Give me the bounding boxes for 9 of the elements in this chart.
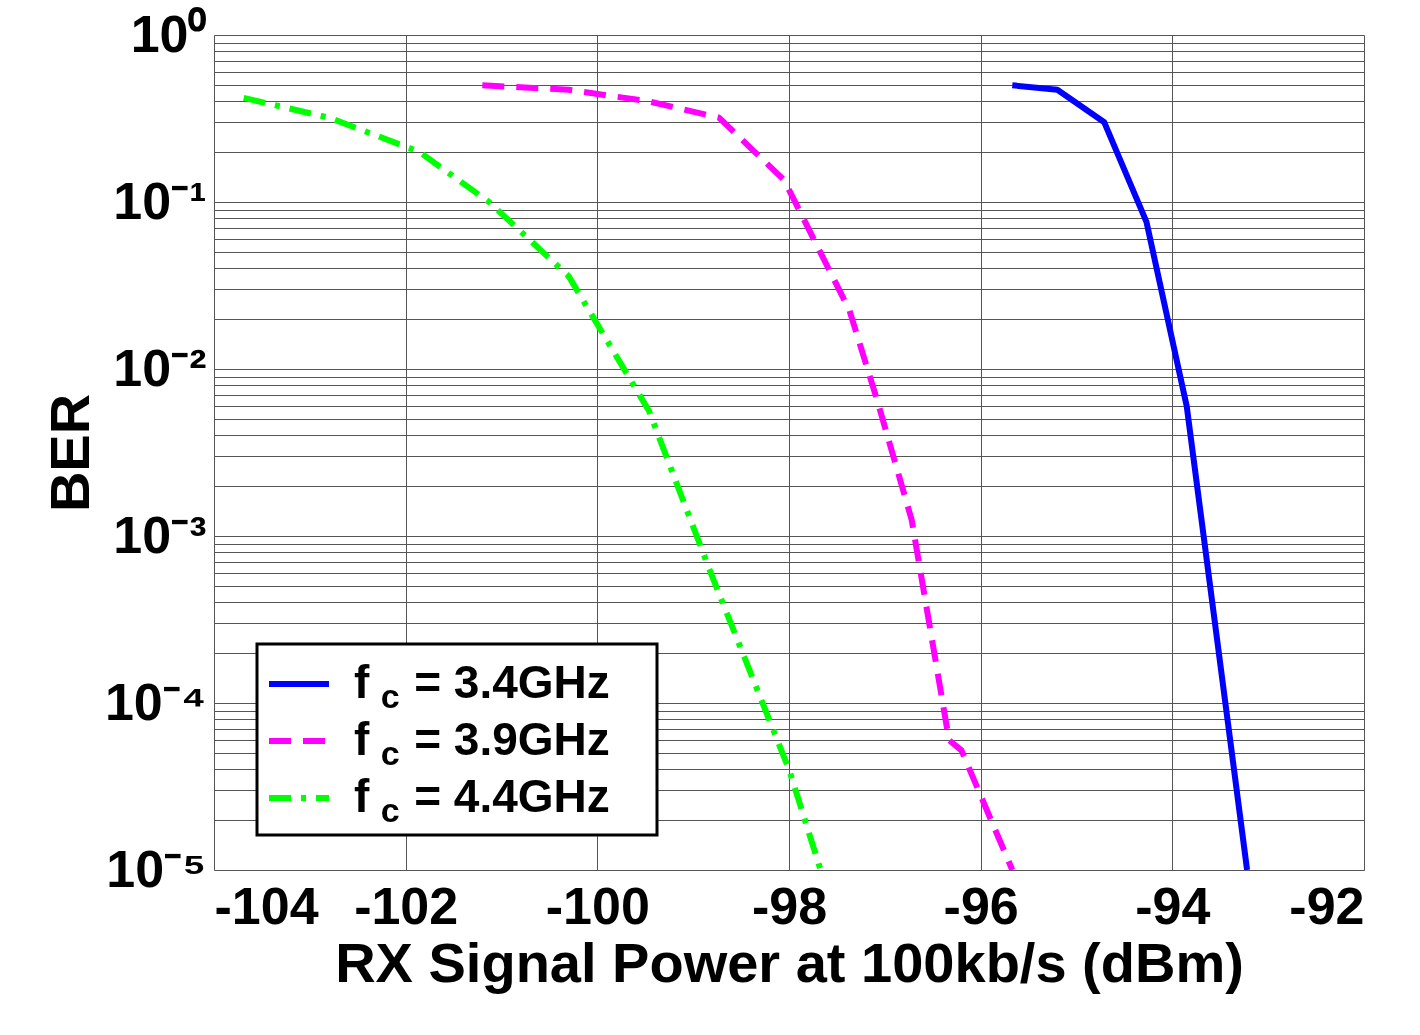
x-tick-label: -104 [214, 876, 319, 935]
y-axis-title: BER [37, 393, 101, 513]
y-tick-label: 10⁻⁴ [104, 672, 207, 731]
y-tick-label: 10⁻⁵ [106, 839, 207, 898]
y-tick-label: 10⁻² [113, 338, 207, 397]
y-tick-label: 10⁻³ [113, 505, 207, 564]
y-tick-label: 10⁻¹ [113, 171, 207, 230]
y-tick-label: 10⁰ [130, 4, 207, 63]
x-tick-label: -92 [1289, 876, 1365, 935]
